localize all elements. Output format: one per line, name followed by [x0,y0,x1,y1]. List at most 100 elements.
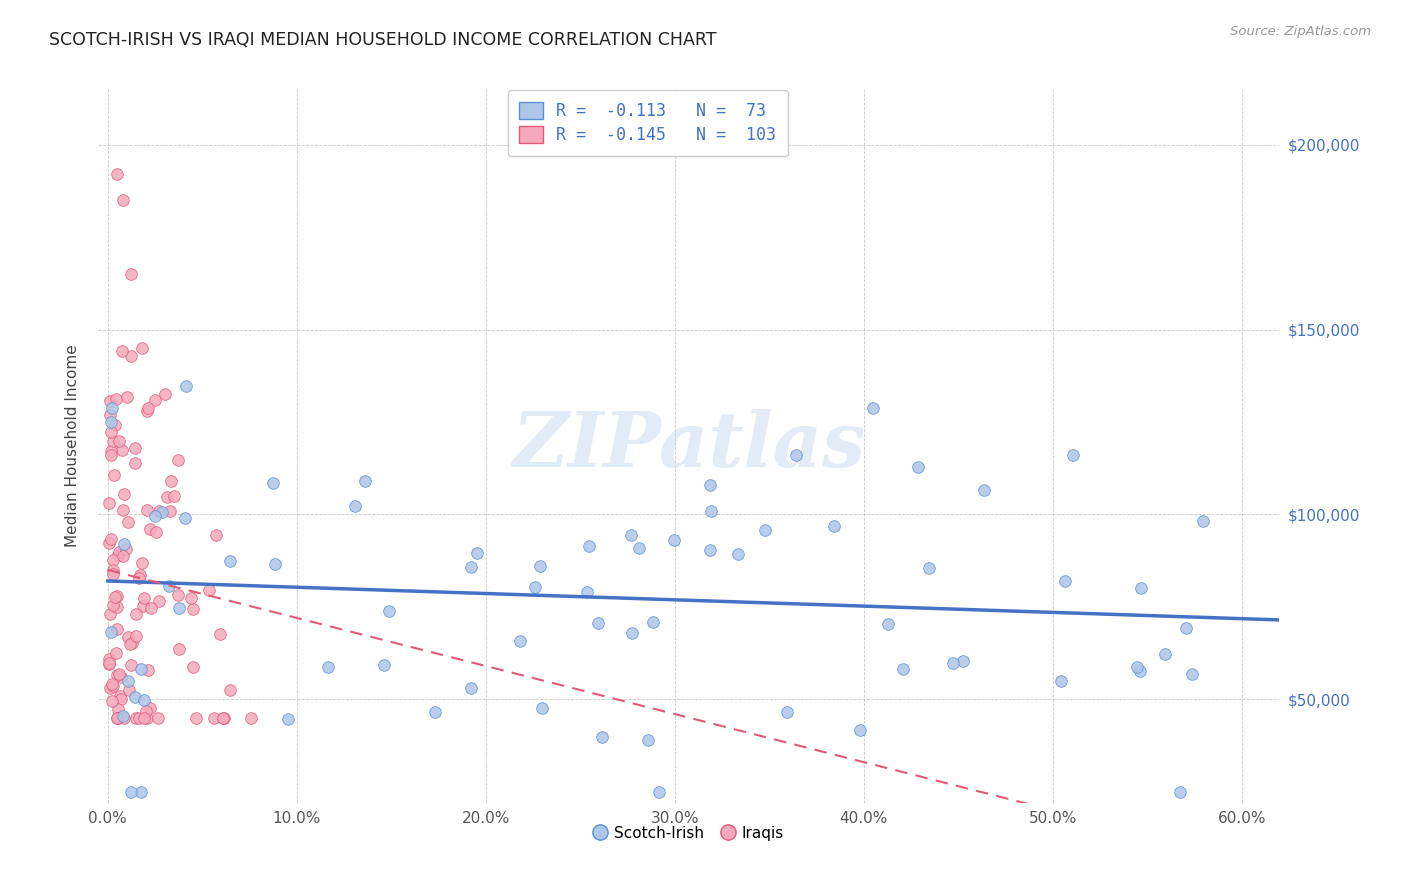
Point [120,637,142,651]
Point [105,711,128,725]
Point [159,504,181,518]
Text: Source: ZipAtlas.com: Source: ZipAtlas.com [1230,25,1371,38]
Point [111,709,134,723]
Point [148,711,170,725]
Point [219,682,242,697]
Point [1170,785,1192,799]
Point [202,711,225,725]
Point [98,681,121,695]
Point [591,730,613,744]
Point [104,591,127,605]
Point [117,390,139,404]
Point [785,448,807,462]
Point [891,662,914,676]
Point [104,646,127,660]
Point [167,452,190,467]
Point [100,415,122,429]
Point [111,442,134,457]
Point [132,599,155,614]
Point [699,478,721,492]
Point [1050,673,1073,688]
Point [138,401,160,416]
Point [128,567,150,582]
Point [101,567,124,582]
Point [143,509,166,524]
Point [135,711,157,725]
Point [973,483,995,498]
Point [121,636,143,650]
Point [530,701,553,715]
Point [131,556,153,570]
Point [212,711,235,725]
Point [107,548,129,562]
Point [1154,647,1177,661]
Point [124,456,146,470]
Point [118,683,141,698]
Point [108,690,131,704]
Point [180,591,202,605]
Point [465,546,488,560]
Point [107,667,129,681]
Point [509,634,531,648]
Point [101,677,124,691]
Point [98,657,121,672]
Point [529,558,551,573]
Point [353,474,375,488]
Point [97,651,120,665]
Point [120,267,142,281]
Point [97,657,120,671]
Point [823,519,845,533]
Point [110,692,132,706]
Point [198,583,221,598]
Point [378,604,401,618]
Point [316,660,339,674]
Point [103,553,125,567]
Point [218,554,240,568]
Point [111,193,134,207]
Point [110,669,132,683]
Point [239,711,262,725]
Point [100,694,122,708]
Point [1129,581,1152,595]
Point [160,474,183,488]
Point [523,581,546,595]
Point [1191,514,1213,528]
Point [108,434,131,448]
Point [101,434,124,448]
Point [460,560,482,574]
Point [117,673,139,688]
Point [262,475,284,490]
Point [114,541,136,556]
Point [100,448,122,462]
Point [125,629,148,643]
Point [132,711,155,725]
Point [918,561,941,575]
Point [120,785,142,799]
Point [100,425,122,439]
Point [167,588,190,602]
Point [107,589,129,603]
Point [167,642,190,657]
Point [103,468,125,483]
Point [877,617,900,632]
Point [120,657,142,672]
Point [648,785,671,799]
Point [111,502,134,516]
Point [578,539,600,553]
Point [423,705,446,719]
Point [576,585,599,599]
Point [134,692,156,706]
Point [1126,660,1149,674]
Point [101,563,124,577]
Point [100,625,122,640]
Point [637,733,659,747]
Point [460,681,482,695]
Point [125,607,148,622]
Point [205,528,228,542]
Point [173,510,195,524]
Point [1181,667,1204,681]
Point [186,711,208,725]
Point [97,496,120,510]
Point [163,489,186,503]
Point [111,343,134,358]
